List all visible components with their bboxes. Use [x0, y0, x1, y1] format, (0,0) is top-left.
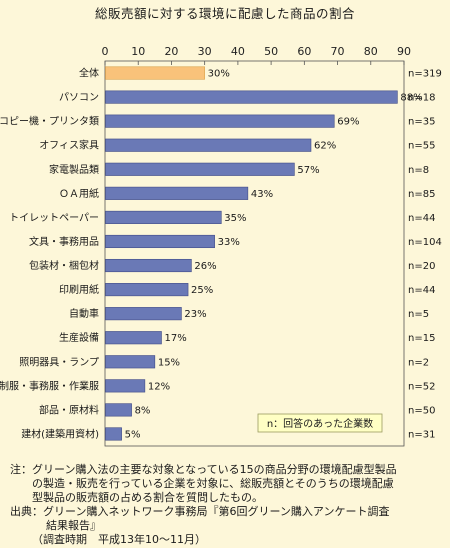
note-label: 注： — [10, 463, 32, 476]
category-label: 印刷用紙 — [59, 283, 99, 296]
n-label: n=55 — [408, 141, 435, 152]
bar — [105, 403, 132, 417]
value-label: 12% — [148, 381, 170, 392]
plot-frame — [104, 60, 405, 447]
bars — [105, 66, 398, 441]
category-label: 自動車 — [69, 307, 99, 320]
x-tick-label: 0 — [102, 45, 109, 58]
bar — [105, 331, 162, 345]
category-label: 制服・事務服・作業服 — [0, 379, 99, 392]
value-label: 57% — [297, 165, 319, 176]
n-label: n=8 — [408, 165, 429, 176]
category-label: トイレットペーパー — [9, 212, 99, 224]
n-label: n=31 — [408, 429, 435, 440]
x-tick-label: 80 — [364, 45, 378, 58]
n-label: n=50 — [408, 405, 435, 416]
note-line-3: 型製品の販売額の占める割合を質問したもの。 — [32, 491, 263, 504]
value-labels: 30% 88% 69% 62% 57% 43% 35% 33% 26% 25% 23% 17% 15% 1… — [125, 69, 423, 441]
category-label: 建材(建築用資材) — [21, 427, 99, 440]
note-line-1: 注：グリーン購入法の主要な対象となっている15の商品分野の環境配慮型製品 — [10, 463, 397, 476]
legend-text: n：回答のあった企業数 — [267, 417, 373, 430]
x-tick-label: 50 — [264, 45, 278, 58]
category-label: 家電製品類 — [49, 163, 99, 176]
axis-grid — [104, 60, 405, 447]
x-tick-label: 90 — [397, 45, 411, 58]
n-label: n=2 — [408, 357, 429, 368]
n-label: n=44 — [408, 213, 435, 224]
bar — [105, 162, 295, 176]
value-label: 69% — [337, 117, 359, 128]
value-label: 43% — [251, 189, 273, 200]
n-label: n=18 — [408, 93, 435, 104]
category-label: 部品・原材料 — [39, 403, 99, 416]
n-label: n=319 — [408, 69, 442, 80]
category-label: 照明器具・ランプ — [19, 356, 99, 368]
bar — [105, 210, 222, 224]
category-label: 包装材・梱包材 — [29, 259, 99, 272]
bar — [105, 379, 146, 393]
bar — [105, 90, 398, 104]
x-tick-label: 40 — [231, 45, 245, 58]
value-label: 15% — [158, 357, 180, 368]
bar — [105, 355, 156, 369]
note-line-2: の製造・販売を行っている企業を対象に、総販売額とそのうちの環境配慮 — [32, 477, 394, 490]
value-label: 23% — [184, 309, 206, 320]
n-label: n=20 — [408, 261, 435, 272]
chart-title: 総販売額に対する環境に配慮した商品の割合 — [94, 6, 355, 21]
bar — [105, 138, 312, 152]
x-tick-label: 60 — [297, 45, 311, 58]
value-label: 8% — [135, 405, 151, 416]
bar — [105, 114, 335, 128]
category-label: オフィス家具 — [39, 139, 99, 152]
source-line-1: 出典：グリーン購入ネットワーク事務局『第6回グリーン購入アンケート調査 — [10, 505, 390, 518]
category-label: パソコン — [59, 92, 99, 104]
n-label: n=104 — [408, 237, 442, 248]
x-tick-label: 30 — [198, 45, 212, 58]
bar — [105, 234, 215, 249]
x-tick-label: 70 — [331, 45, 345, 58]
bar — [105, 307, 182, 321]
value-label: 62% — [314, 141, 336, 152]
bar — [105, 186, 249, 200]
source-line-2: 結果報告』 — [46, 519, 101, 532]
category-label: ＯＡ用紙 — [59, 187, 99, 200]
n-label: n=35 — [408, 117, 435, 128]
n-label: n=15 — [408, 333, 435, 344]
bar — [105, 283, 189, 297]
category-label: 文具・事務用品 — [29, 235, 99, 248]
n-label: n=52 — [408, 381, 435, 392]
value-label: 17% — [164, 333, 186, 344]
category-label: 生産設備 — [59, 331, 99, 344]
value-label: 5% — [125, 429, 141, 440]
value-label: 88% — [400, 93, 422, 104]
bar — [105, 258, 192, 273]
x-tick-label: 20 — [164, 45, 178, 58]
x-axis-tick-labels: 0 10 20 30 40 50 60 70 80 90 — [102, 45, 412, 58]
legend: n：回答のあった企業数 — [257, 413, 383, 433]
bar — [105, 427, 122, 441]
category-label: 全体 — [79, 67, 99, 80]
notes: 注：グリーン購入法の主要な対象となっている15の商品分野の環境配慮型製品 の製造… — [10, 463, 440, 547]
value-label: 26% — [194, 261, 216, 272]
n-label: n=85 — [408, 189, 435, 200]
x-tick-label: 10 — [131, 45, 145, 58]
bar — [105, 66, 205, 80]
value-label: 25% — [191, 285, 213, 296]
n-labels: n=319 n=18 n=35 n=55 n=8 n=85 n=44 n=104 n=20 n=4… — [408, 69, 442, 441]
source-label: 出典： — [10, 505, 43, 518]
value-label: 35% — [224, 213, 246, 224]
value-label: 33% — [218, 237, 240, 248]
value-label: 30% — [208, 69, 230, 80]
legend-box — [257, 413, 383, 433]
category-label: コピー機・プリンタ類 — [0, 115, 99, 128]
n-label: n=5 — [408, 309, 429, 320]
n-label: n=44 — [408, 285, 435, 296]
bar-chart: 0 10 20 30 40 50 60 70 80 90 全体パソコンコピー機・プリンタ類オフィス… — [0, 45, 442, 447]
source-line-3: （調査時期 平成13年10～11月） — [32, 533, 206, 546]
